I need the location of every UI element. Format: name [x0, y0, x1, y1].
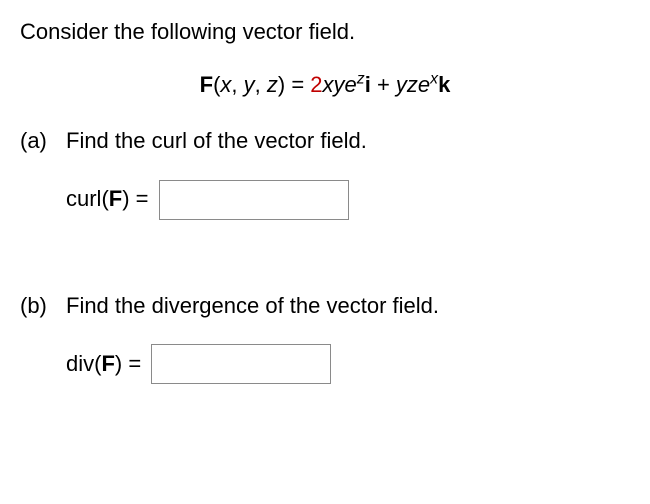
- part-a-answer-input[interactable]: [159, 180, 349, 220]
- part-b-answer-label: div(F) =: [66, 350, 141, 379]
- part-b-body: Find the divergence of the vector field.…: [66, 292, 630, 425]
- part-a-answer-suffix: ) =: [122, 186, 148, 211]
- formula-var-y: y: [244, 72, 255, 97]
- part-a-answer-prefix: curl(: [66, 186, 109, 211]
- formula-term2-y: y: [396, 72, 407, 97]
- formula-term1-exp: z: [357, 70, 365, 87]
- formula-term1-y: y: [334, 72, 345, 97]
- part-a-answer-fn: F: [109, 186, 122, 211]
- part-b-prompt: Find the divergence of the vector field.: [66, 292, 630, 321]
- formula-function-name: F: [200, 72, 213, 97]
- formula-sep1: ,: [231, 72, 243, 97]
- part-a-prompt: Find the curl of the vector field.: [66, 127, 630, 156]
- formula-sep2: ,: [255, 72, 267, 97]
- part-a-label: (a): [20, 127, 66, 156]
- formula-plus: +: [371, 72, 396, 97]
- part-b-answer-input[interactable]: [151, 344, 331, 384]
- part-b-answer-row: div(F) =: [66, 344, 630, 384]
- part-b-label: (b): [20, 292, 66, 321]
- part-a-body: Find the curl of the vector field. curl(…: [66, 127, 630, 260]
- vector-field-formula: F(x, y, z) = 2xyezi + yzexk: [20, 71, 630, 100]
- formula-close-eq: ) =: [278, 72, 310, 97]
- formula-term2-e: e: [418, 72, 430, 97]
- part-b-answer-suffix: ) =: [115, 351, 141, 376]
- part-a-answer-row: curl(F) =: [66, 180, 630, 220]
- part-b-answer-prefix: div(: [66, 351, 101, 376]
- part-a-answer-label: curl(F) =: [66, 185, 149, 214]
- formula-var-z: z: [267, 72, 278, 97]
- intro-text: Consider the following vector field.: [20, 18, 630, 47]
- part-b: (b) Find the divergence of the vector fi…: [20, 292, 630, 425]
- formula-term1-e: e: [345, 72, 357, 97]
- formula-term2-exp: x: [430, 70, 438, 87]
- part-a: (a) Find the curl of the vector field. c…: [20, 127, 630, 260]
- part-b-answer-fn: F: [101, 351, 114, 376]
- formula-term1-x: x: [323, 72, 334, 97]
- formula-term2-vec: k: [438, 72, 450, 97]
- question-container: Consider the following vector field. F(x…: [0, 0, 650, 424]
- spacer: [20, 278, 630, 292]
- formula-term2-z: z: [407, 72, 418, 97]
- formula-var-x: x: [220, 72, 231, 97]
- formula-term1-coef: 2: [310, 72, 322, 97]
